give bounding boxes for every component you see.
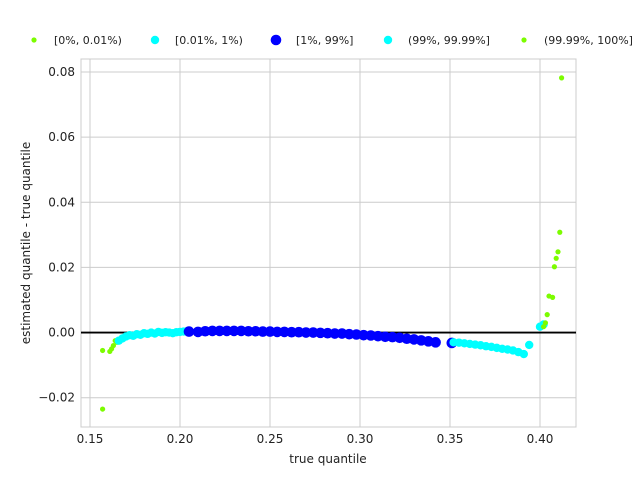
y-tick-label: 0.08 (48, 65, 75, 79)
data-point (550, 294, 556, 300)
x-tick-label: 0.30 (347, 432, 374, 446)
legend-item: [0.01%, 1%) (150, 34, 243, 47)
grid (81, 59, 576, 427)
data-point (553, 255, 559, 261)
legend-label: [0%, 0.01%) (54, 34, 122, 47)
y-tick-labels: −0.02 0.00 0.02 0.04 0.06 0.08 (38, 65, 75, 405)
data-point (100, 406, 106, 412)
x-tick-label: 0.35 (437, 432, 464, 446)
legend-label: (99.99%, 100%] (544, 34, 633, 47)
data-point (519, 349, 528, 359)
data-point (430, 337, 441, 348)
series-0 (100, 338, 120, 412)
y-tick-label: 0.04 (48, 195, 75, 209)
legend-marker (383, 35, 393, 45)
x-axis-label: true quantile (289, 452, 366, 466)
legend-item: (99%, 99.99%] (383, 34, 490, 47)
data-point (557, 229, 563, 235)
data-point (551, 264, 558, 270)
series-1 (114, 327, 192, 345)
data-point (110, 342, 116, 349)
legend-item: (99.99%, 100%] (521, 34, 633, 47)
y-tick-label: 0.06 (48, 130, 75, 144)
data-point (559, 75, 565, 81)
legend: [0%, 0.01%) [0.01%, 1%) [1%, 99%] (99%, 99.… (31, 34, 633, 47)
data-point (183, 326, 195, 337)
x-tick-labels: 0.15 0.20 0.25 0.30 0.35 0.40 (77, 432, 554, 446)
data-point (541, 324, 547, 330)
legend-item: [0%, 0.01%) (31, 34, 122, 47)
series-3 (449, 320, 548, 359)
data-point (542, 320, 549, 326)
legend-marker (31, 37, 37, 43)
legend-label: [1%, 99%] (296, 34, 353, 47)
x-tick-label: 0.25 (257, 432, 284, 446)
legend-marker (270, 34, 282, 46)
legend-label: [0.01%, 1%) (175, 34, 243, 47)
x-tick-label: 0.20 (167, 432, 194, 446)
y-tick-label: 0.00 (48, 326, 75, 340)
data-point (555, 249, 561, 255)
data-point (544, 312, 550, 318)
y-tick-label: −0.02 (38, 391, 75, 405)
x-tick-label: 0.40 (527, 432, 554, 446)
legend-label: (99%, 99.99%] (408, 34, 490, 47)
y-axis-label: estimated quantile - true quantile (19, 142, 33, 345)
data-point (100, 347, 106, 354)
data-points (100, 75, 565, 412)
y-tick-label: 0.02 (48, 260, 75, 274)
legend-marker (521, 37, 527, 43)
series-4 (541, 75, 565, 330)
legend-item: [1%, 99%] (270, 34, 353, 47)
data-point (525, 340, 534, 350)
series-2 (183, 325, 458, 349)
x-tick-label: 0.15 (77, 432, 104, 446)
plot-area (80, 58, 577, 428)
legend-marker (150, 35, 160, 45)
